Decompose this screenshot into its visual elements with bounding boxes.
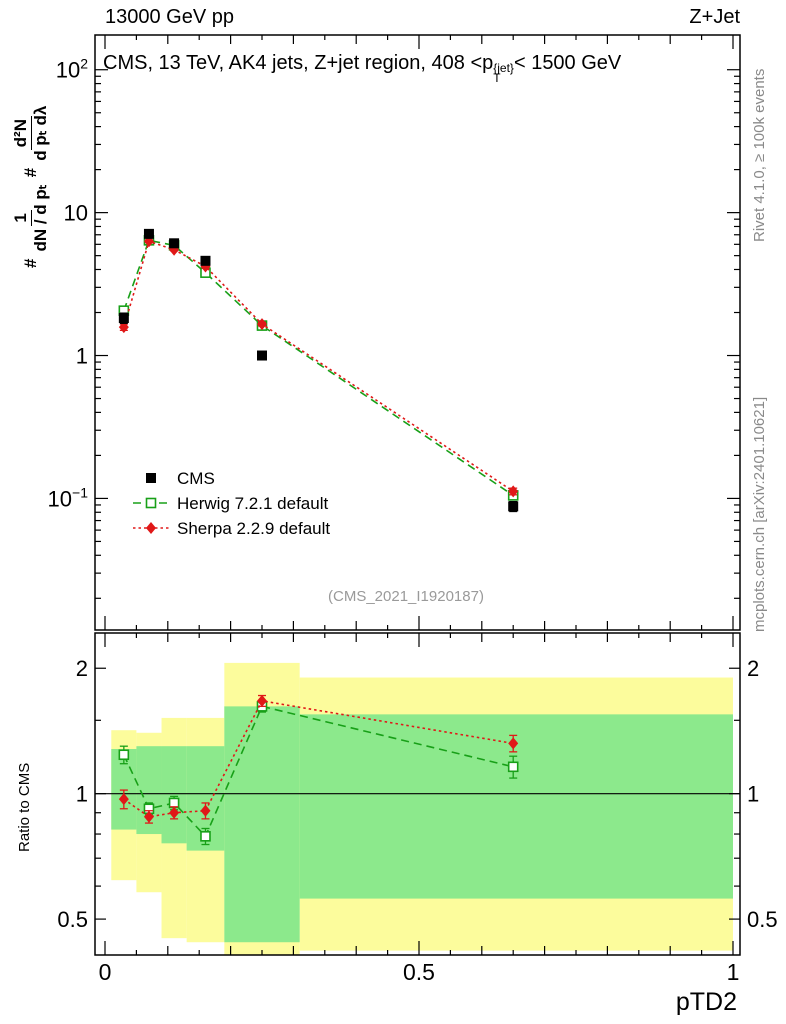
data-point-marker (200, 804, 211, 817)
rivet-version-note: Rivet 4.1.0, ≥ 100k events (751, 68, 768, 242)
data-point-marker (118, 321, 129, 334)
data-point-marker (200, 255, 211, 266)
data-point-marker (257, 350, 267, 361)
main-y-axis-label: # 1 dN / d pₜ # d²N d pₜ dλ (11, 105, 50, 268)
series-line (123, 240, 514, 493)
main-panel-series (118, 228, 519, 513)
data-point-marker (508, 737, 519, 750)
plot-title-prefix: CMS, 13 TeV, AK4 jets, Z+jet region, 408… (103, 52, 494, 74)
ratio-y-tick-label: 0.5 (747, 907, 778, 932)
pt-jet-subsup: {jet} T (493, 61, 514, 85)
ratio-panel-series (118, 694, 519, 846)
legend-entry-label: Herwig 7.2.1 default (177, 494, 328, 513)
data-point-marker (169, 238, 180, 249)
data-point-marker (118, 793, 129, 806)
green-band (161, 746, 187, 844)
green-band (224, 706, 300, 943)
data-point-marker (146, 473, 156, 483)
ratio-y-tick-label: 1 (76, 782, 88, 807)
mcplots-reference-note: mcplots.cern.ch [arXiv:2401.10621] (751, 396, 768, 632)
ylabel-fraction-2: d²N d pₜ dλ (11, 105, 50, 161)
data-point-marker (143, 228, 154, 239)
main-y-tick-label: 102 (56, 56, 88, 83)
ylabel-hash-1: # (21, 258, 41, 268)
legend: CMS Herwig 7.2.1 default Sherpa 2.2.9 defa… (133, 469, 330, 538)
data-point-marker (168, 797, 180, 809)
data-point-marker (146, 522, 156, 534)
axes-and-ticks: 10−1 1 10 102 0.5 0.5 1 1 2 2 0 0.5 1 (48, 34, 778, 985)
x-tick-label: 0 (99, 959, 112, 985)
ratio-y-tick-label: 1 (747, 782, 759, 807)
data-point-marker (508, 501, 519, 512)
series-line (123, 239, 514, 497)
pt-jet-superscript: {jet} (493, 61, 514, 75)
data-point-marker (118, 313, 129, 324)
beam-energy-label: 13000 GeV pp (105, 6, 234, 28)
series-line (123, 699, 514, 818)
data-point-marker (143, 810, 154, 823)
legend-entry-label: CMS (177, 469, 215, 488)
data-point-marker (508, 485, 519, 498)
ratio-y-axis-label: Ratio to CMS (16, 762, 33, 852)
x-axis-label: pTD2 (675, 988, 737, 1016)
main-y-tick-label: 1 (76, 344, 88, 369)
x-tick-label: 0.5 (403, 959, 435, 985)
data-point-marker (257, 318, 267, 331)
ratio-y-tick-label: 2 (747, 656, 759, 681)
main-y-tick-label: 10 (64, 201, 88, 226)
analysis-id-watermark: (CMS_2021_I1920187) (328, 588, 484, 605)
data-point-marker (145, 497, 157, 509)
data-point-marker (169, 806, 180, 819)
ylabel-fraction-1: 1 dN / d pₜ (11, 184, 50, 252)
data-point-marker (200, 831, 211, 842)
main-y-tick-label: 10−1 (48, 484, 89, 511)
ylabel-hash-2: # (21, 167, 41, 178)
ratio-y-tick-label: 0.5 (57, 907, 88, 932)
ratio-y-tick-label: 2 (76, 656, 88, 681)
data-point-marker (118, 749, 130, 761)
legend-entry-label: Sherpa 2.2.9 default (177, 519, 330, 538)
process-label: Z+Jet (689, 6, 740, 28)
pt-jet-subscript: T (493, 71, 501, 85)
data-point-marker (507, 761, 519, 773)
data-point-marker (257, 694, 267, 707)
plot-title-suffix: < 1500 GeV (513, 52, 622, 74)
series-line (123, 705, 514, 838)
plot-title: CMS, 13 TeV, AK4 jets, Z+jet region, 408… (103, 52, 622, 85)
x-tick-label: 1 (727, 959, 740, 985)
